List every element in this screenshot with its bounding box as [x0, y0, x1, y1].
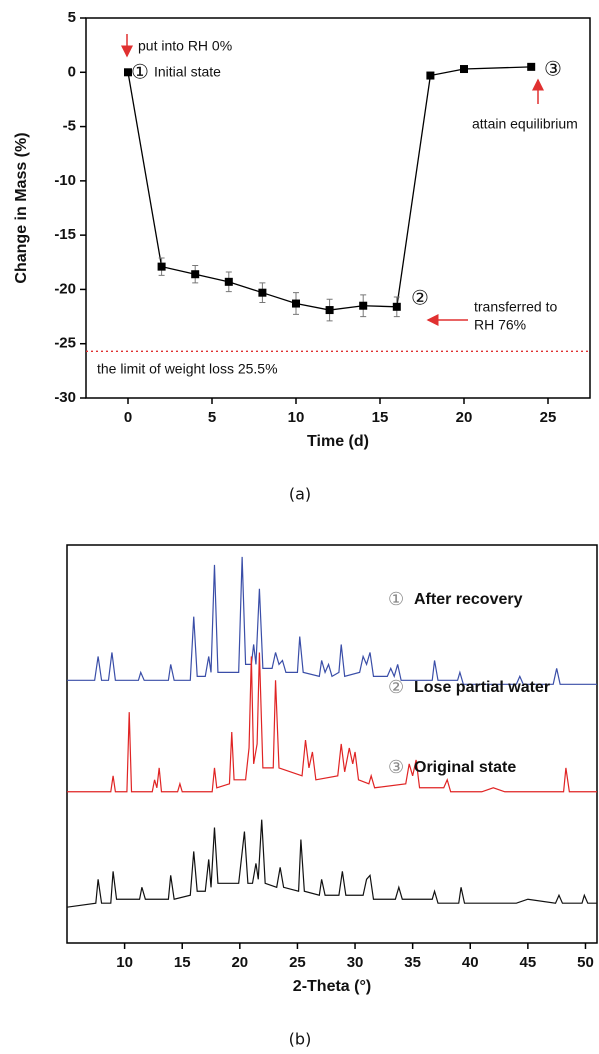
- data-point: [527, 62, 536, 71]
- x-tick-label: 10: [116, 954, 133, 971]
- y-tick-label: -25: [54, 335, 76, 352]
- y-tick-label: -5: [63, 118, 76, 135]
- legend-label: Lose partial water: [414, 679, 550, 696]
- spectrum: [67, 556, 597, 685]
- x-tick-label: 10: [288, 409, 305, 426]
- spectrum: [66, 819, 597, 908]
- data-point: [191, 270, 200, 279]
- x-tick-label: 5: [208, 409, 216, 426]
- annotation: transferred to: [474, 299, 557, 315]
- data-point: [124, 68, 132, 77]
- annotation: put into RH 0%: [138, 38, 232, 54]
- legend-marker: ②: [388, 677, 404, 697]
- legend-marker: ①: [388, 589, 404, 609]
- y-tick-label: -30: [54, 389, 76, 406]
- data-point: [157, 262, 166, 271]
- annotation: Initial state: [154, 64, 221, 80]
- x-tick-label: 45: [520, 954, 537, 971]
- x-axis-title: Time (d): [307, 433, 369, 450]
- x-tick-label: 30: [347, 954, 364, 971]
- y-tick-label: 5: [68, 9, 76, 26]
- series-line: [127, 66, 532, 311]
- data-point: [224, 277, 233, 286]
- data-point: [359, 301, 368, 310]
- data-point: [426, 71, 435, 80]
- plot-frame: [66, 544, 598, 944]
- annotation: ③: [544, 58, 562, 80]
- y-tick-label: 0: [68, 63, 76, 80]
- x-tick-label: 25: [289, 954, 306, 971]
- data-point: [258, 288, 267, 297]
- x-tick-label: 15: [174, 954, 191, 971]
- x-tick-label: 0: [124, 409, 132, 426]
- annotation: ②: [411, 287, 429, 309]
- spectrum: [67, 652, 597, 793]
- data-point: [292, 299, 300, 308]
- annotation: ①: [131, 61, 149, 83]
- y-tick-label: -10: [54, 172, 76, 189]
- caption: (b): [289, 1030, 312, 1049]
- y-tick-label: -15: [54, 226, 76, 243]
- data-point: [325, 306, 334, 315]
- annotation: RH 76%: [474, 317, 526, 333]
- legend-label: After recovery: [414, 591, 523, 608]
- annotation: the limit of weight loss 25.5%: [97, 361, 278, 377]
- legend-marker: ③: [388, 757, 404, 777]
- y-tick-label: -20: [54, 280, 76, 297]
- x-tick-label: 40: [462, 954, 479, 971]
- x-tick-label: 35: [404, 954, 421, 971]
- x-tick-label: 25: [540, 409, 557, 426]
- x-tick-label: 50: [577, 954, 594, 971]
- x-tick-label: 15: [372, 409, 389, 426]
- annotation: attain equilibrium: [472, 116, 578, 132]
- data-point: [392, 302, 401, 311]
- data-point: [460, 65, 468, 74]
- legend-label: Original state: [414, 759, 516, 776]
- x-tick-label: 20: [456, 409, 473, 426]
- caption: (a): [289, 485, 311, 504]
- x-axis-title: 2-Theta (°): [293, 978, 371, 995]
- y-axis-title: Change in Mass (%): [13, 132, 30, 283]
- x-tick-label: 20: [231, 954, 248, 971]
- plot-frame: [85, 17, 591, 399]
